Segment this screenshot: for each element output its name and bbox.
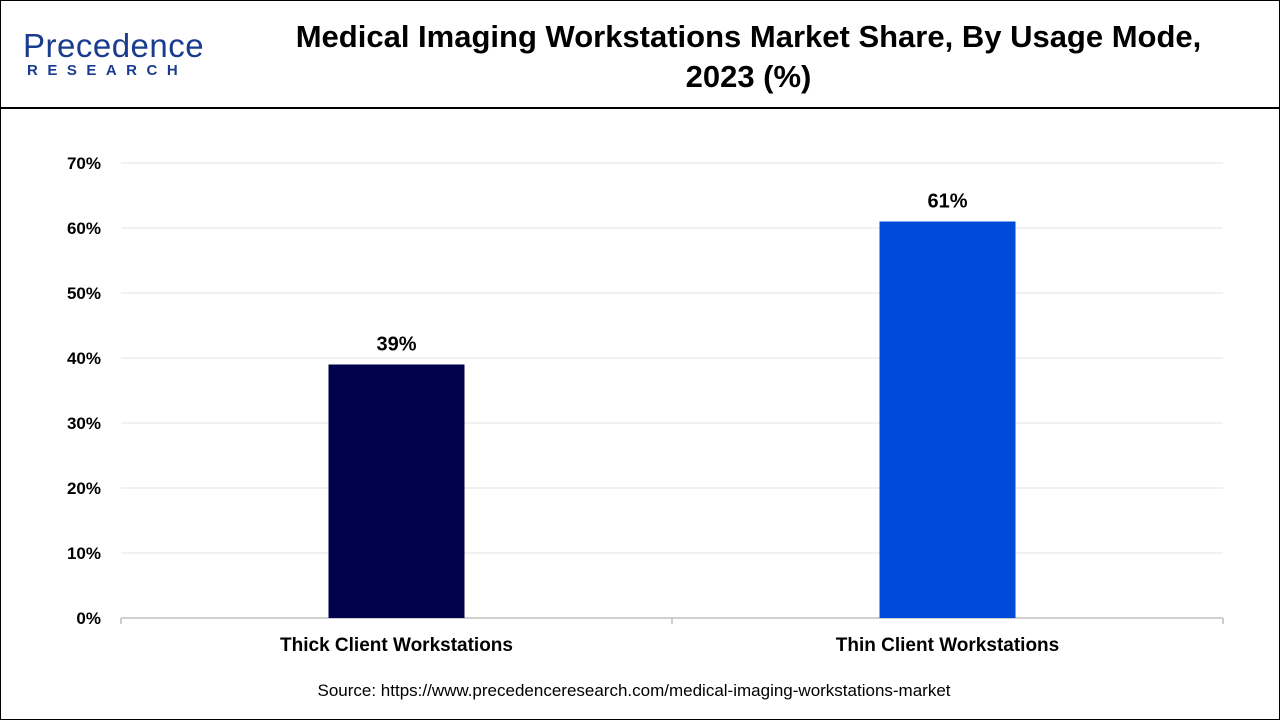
y-tick-label: 30% bbox=[67, 414, 101, 433]
bar bbox=[879, 221, 1016, 618]
y-tick-label: 10% bbox=[67, 544, 101, 563]
data-label: 61% bbox=[927, 191, 967, 213]
bar-chart: 0% 10% 20% 30% 40% 50% 60% 70% 39% Thick Client W… bbox=[67, 154, 1224, 656]
x-tick-label: Thin Client Workstations bbox=[836, 635, 1059, 656]
y-tick-label: 0% bbox=[76, 609, 101, 628]
logo-main-text: Precedence bbox=[23, 27, 205, 64]
y-tick-label: 50% bbox=[67, 284, 101, 303]
y-tick-label: 70% bbox=[67, 154, 101, 173]
y-tick-label: 40% bbox=[67, 349, 101, 368]
header: Precedence RESEARCH Medical Imaging Work… bbox=[1, 1, 1279, 109]
y-tick-label: 60% bbox=[67, 219, 101, 238]
logo-sub-text: RESEARCH bbox=[27, 62, 188, 79]
x-tick-label: Thick Client Workstations bbox=[280, 635, 513, 656]
bar bbox=[328, 364, 465, 618]
data-label: 39% bbox=[376, 334, 416, 356]
y-tick-label: 20% bbox=[67, 479, 101, 498]
source-note: Source: https://www.precedenceresearch.c… bbox=[317, 681, 951, 700]
brand-logo: Precedence RESEARCH bbox=[23, 27, 223, 85]
chart-title: Medical Imaging Workstations Market Shar… bbox=[295, 19, 1202, 94]
